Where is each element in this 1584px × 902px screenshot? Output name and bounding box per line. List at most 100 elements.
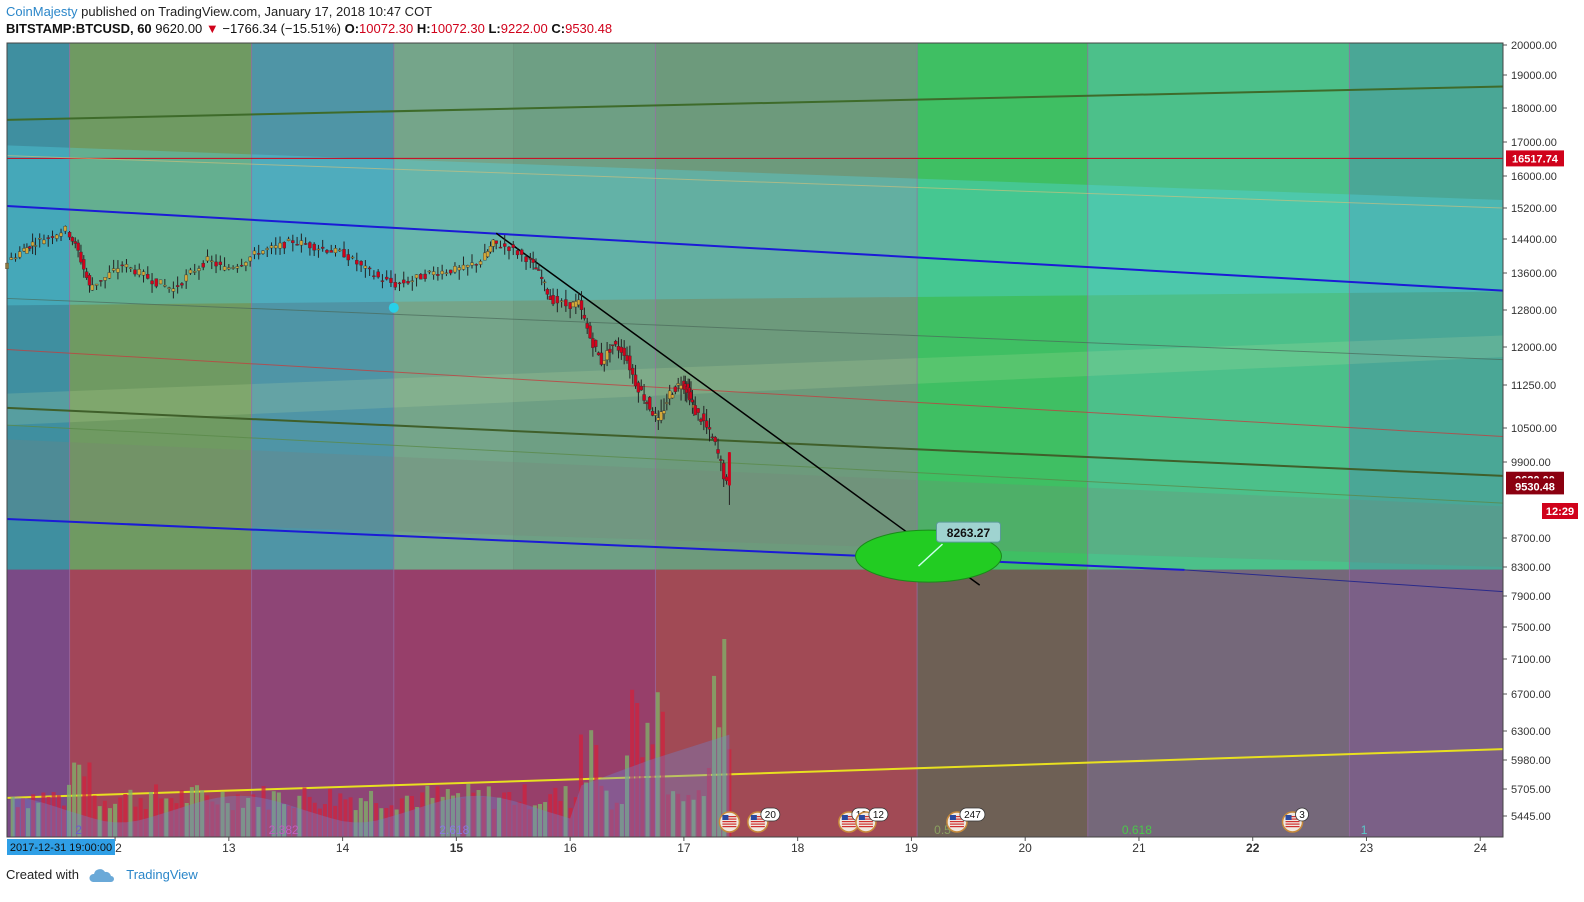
candle-body (397, 282, 402, 285)
volume-bar (271, 791, 276, 837)
fib-zone-upper (655, 43, 918, 570)
symbol-name[interactable]: BITSTAMP:BTCUSD, 60 (6, 21, 152, 36)
candle-body (376, 271, 380, 278)
price-tick-label: 7900.00 (1511, 591, 1551, 603)
volume-bar (502, 792, 507, 837)
volume-bar (517, 801, 522, 837)
price-change: −1766.34 (−15.51%) (222, 21, 341, 36)
candle-body (303, 243, 308, 245)
candle-body (137, 269, 141, 276)
candle-body (503, 243, 507, 247)
time-tick-label: 17 (677, 841, 691, 855)
candle-body (359, 260, 363, 266)
candle-body (534, 267, 538, 270)
candle-body (444, 272, 449, 275)
volume-bar (307, 796, 312, 837)
candle-body (342, 248, 346, 258)
flag-stripe (722, 826, 737, 828)
candle-body (611, 344, 615, 346)
volume-bar (635, 703, 640, 837)
candle-body (269, 245, 274, 249)
candle-body (466, 265, 470, 268)
volume-bar (568, 807, 573, 837)
candle-body (555, 295, 560, 304)
volume-bar (164, 798, 169, 837)
tradingview-link[interactable]: TradingView (126, 867, 198, 882)
candle-body (133, 269, 137, 275)
volume-bar (471, 792, 476, 837)
volume-bar (548, 794, 553, 837)
candle-body (38, 238, 42, 240)
publish-info: CoinMajesty published on TradingView.com… (6, 4, 432, 19)
candle-body (485, 251, 490, 257)
fib-zone-lower (1349, 569, 1503, 837)
author-link[interactable]: CoinMajesty (6, 4, 78, 19)
open-label: O: (344, 21, 360, 36)
volume-bar (169, 798, 174, 837)
candle-body (295, 244, 299, 246)
candle-body (50, 236, 55, 238)
candle-body (702, 413, 706, 421)
candle-body (659, 411, 663, 421)
candle-body (520, 249, 524, 255)
green-channel-line (6, 424, 1504, 504)
volume-bar (97, 806, 102, 837)
volume-bar (333, 805, 338, 837)
candle-body (167, 287, 171, 289)
flag-stripe (949, 823, 964, 825)
volume-bar (184, 802, 189, 837)
price-marker-label (1506, 478, 1564, 495)
time-tick-label: 13 (222, 841, 236, 855)
candle-body (18, 251, 22, 258)
high-label: H: (416, 21, 431, 36)
fib-zone-lower (917, 569, 1088, 837)
candle-body (724, 476, 729, 481)
volume-bar (619, 804, 624, 837)
flag-stripe (750, 816, 765, 818)
candle-body (427, 270, 432, 273)
candle-body (710, 436, 715, 439)
candle-body (372, 275, 376, 278)
event-count: 247 (964, 810, 981, 821)
dark-green-upper-line (6, 85, 1504, 121)
volume-bar (584, 782, 589, 837)
volume-bar (210, 801, 215, 837)
volume-layer (10, 639, 732, 837)
candle-body (571, 301, 575, 308)
volume-bar (72, 762, 77, 837)
price-axis-background (1503, 43, 1584, 837)
price-chart[interactable]: 8263.27 2 2.382 2.618 0.5 0.618 1 20 13 12 247 3 54… (0, 40, 1584, 860)
light-channel-fill (7, 335, 1503, 426)
volume-bar (456, 793, 461, 837)
candle-body (154, 278, 159, 287)
candle-body (602, 360, 606, 365)
candle-body (312, 243, 316, 251)
candle-body (537, 269, 541, 271)
volume-bar (609, 809, 614, 837)
volume-bar (522, 784, 527, 837)
candle-body (90, 284, 95, 291)
dark-green-mid-line (6, 406, 1504, 477)
volume-bar (645, 722, 650, 837)
price-tick-label: 20000.00 (1511, 40, 1557, 52)
volume-bar (215, 804, 220, 837)
price-tick-label: 12800.00 (1511, 305, 1557, 317)
candle-body (274, 245, 278, 249)
volume-bar (614, 802, 619, 837)
time-tick-label: 20 (1019, 841, 1033, 855)
gray-channel-fill (7, 439, 1503, 567)
volume-bar (251, 794, 256, 837)
time-tick-label: 21 (1132, 841, 1146, 855)
candle-body (205, 256, 210, 262)
candle-body (265, 248, 269, 250)
flag-stripe (750, 821, 765, 823)
candle-body (84, 271, 89, 278)
candle-body (719, 459, 723, 461)
price-tick-label: 19000.00 (1511, 70, 1557, 82)
time-tick-label: 24 (1474, 841, 1488, 855)
candle-body (631, 367, 635, 375)
volume-bar (625, 755, 630, 837)
flag-stripe (858, 818, 873, 820)
candle-body (436, 274, 440, 276)
